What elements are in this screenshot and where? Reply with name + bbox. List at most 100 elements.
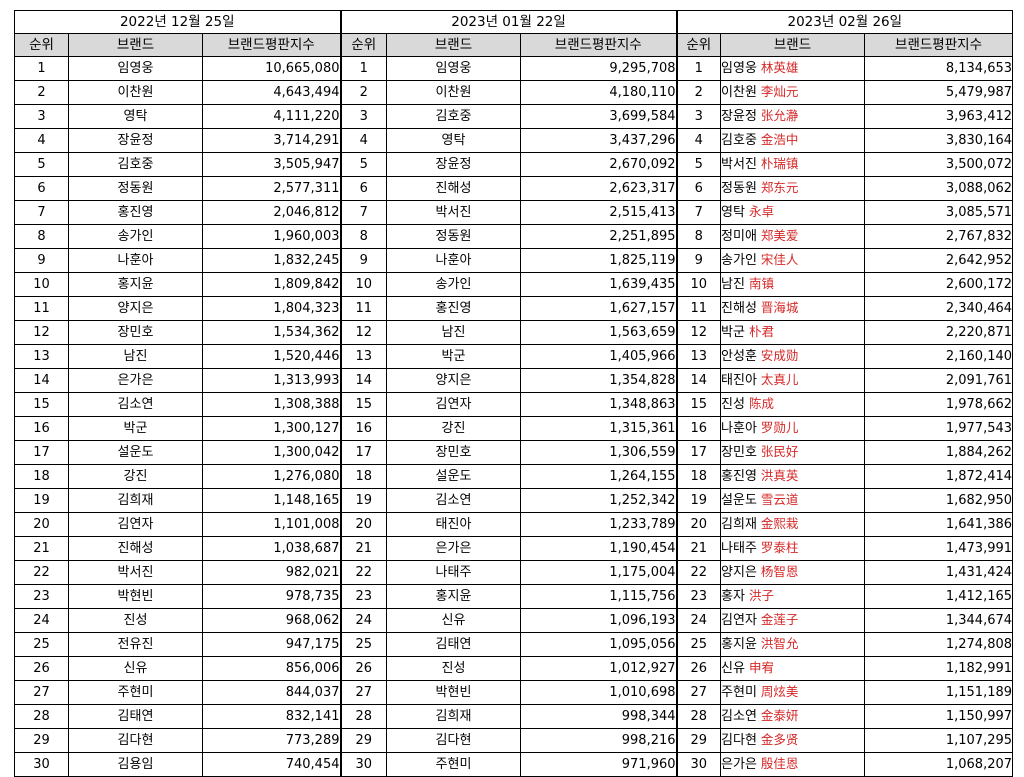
score-cell: 1,148,165 <box>202 488 341 513</box>
brand-chinese-name: 张民好 <box>760 444 799 459</box>
score-cell: 1,315,361 <box>519 416 678 441</box>
score-cell: 1,038,687 <box>202 536 341 561</box>
rank-cell: 11 <box>14 296 69 321</box>
rank-cell: 7 <box>675 200 722 225</box>
brand-cell: 나태주 <box>386 560 521 585</box>
score-cell: 1,182,991 <box>864 656 1014 681</box>
rank-cell: 24 <box>14 608 69 633</box>
brand-name: 은가은 <box>721 757 757 772</box>
score-cell: 1,978,662 <box>864 392 1014 417</box>
brand-cell: 양지은 <box>68 296 203 321</box>
score-cell: 1,872,414 <box>864 464 1014 489</box>
brand-chinese-name: 林英雄 <box>760 60 799 75</box>
brand-cell: 영탁 永卓 <box>720 200 866 225</box>
score-cell: 2,767,832 <box>864 224 1014 249</box>
rank-cell: 28 <box>14 704 69 729</box>
score-cell: 2,091,761 <box>864 368 1014 393</box>
brand-name: 주현미 <box>721 685 757 700</box>
brand-name: 송가인 <box>721 253 757 268</box>
brand-name: 홍진영 <box>721 469 757 484</box>
rank-cell: 25 <box>675 632 722 657</box>
rank-cell: 5 <box>14 152 69 177</box>
rank-cell: 30 <box>675 752 722 777</box>
rank-cell: 15 <box>339 392 387 417</box>
rank-cell: 2 <box>339 80 387 105</box>
brand-chinese-name: 雪云道 <box>760 492 799 507</box>
brand-name: 김호중 <box>721 133 757 148</box>
table-row: 5 김호중 3,505,947 5 장윤정 2,670,092 5 박서진 朴瑞镇 3,500,0… <box>14 152 1014 177</box>
table-row: 21 진해성 1,038,687 21 은가은 1,190,454 21 나태주 罗泰柱 1,47… <box>14 536 1014 561</box>
brand-cell: 홍자 洪子 <box>720 584 866 609</box>
score-cell: 998,344 <box>519 704 678 729</box>
date-row: 2022년 12월 25일 2023년 01월 22일 2023년 02월 26… <box>14 10 1014 34</box>
table-row: 27 주현미 844,037 27 박현빈 1,010,698 27 주현미 周炫美 1,151,… <box>14 680 1014 705</box>
brand-name: 김다현 <box>721 733 757 748</box>
score-cell: 3,505,947 <box>202 152 341 177</box>
score-cell: 4,180,110 <box>519 80 678 105</box>
rank-cell: 27 <box>675 680 722 705</box>
brand-cell: 주현미 <box>386 752 521 777</box>
score-cell: 2,160,140 <box>864 344 1014 369</box>
score-cell: 1,682,950 <box>864 488 1014 513</box>
score-cell: 1,639,435 <box>519 272 678 297</box>
score-cell: 1,151,189 <box>864 680 1014 705</box>
table-row: 26 신유 856,006 26 진성 1,012,927 26 신유 申宥 1,182,991 <box>14 656 1014 681</box>
score-cell: 844,037 <box>202 680 341 705</box>
brand-chinese-name: 郑东元 <box>760 180 799 195</box>
score-header: 브랜드평판지수 <box>864 33 1014 57</box>
rank-cell: 15 <box>14 392 69 417</box>
brand-cell: 김소연 <box>68 392 203 417</box>
brand-cell: 정미애 郑美爱 <box>720 224 866 249</box>
brand-cell: 신유 <box>68 656 203 681</box>
date-header-1: 2022년 12월 25일 <box>14 10 341 34</box>
score-cell: 1,233,789 <box>519 512 678 537</box>
rank-cell: 12 <box>14 320 69 345</box>
rank-cell: 22 <box>14 560 69 585</box>
table-row: 28 김태연 832,141 28 김희재 998,344 28 김소연 金泰妍 1,150,99… <box>14 704 1014 729</box>
brand-name: 태진아 <box>721 373 757 388</box>
score-cell: 832,141 <box>202 704 341 729</box>
score-header: 브랜드평판지수 <box>519 33 678 57</box>
brand-cell: 설운도 <box>386 464 521 489</box>
rank-cell: 11 <box>339 296 387 321</box>
score-cell: 3,699,584 <box>519 104 678 129</box>
brand-cell: 홍지윤 <box>386 584 521 609</box>
rank-cell: 14 <box>339 368 387 393</box>
table-row: 11 양지은 1,804,323 11 홍진영 1,627,157 11 진해성 晋海城 2,34… <box>14 296 1014 321</box>
rank-cell: 15 <box>675 392 722 417</box>
score-cell: 2,642,952 <box>864 248 1014 273</box>
rank-cell: 22 <box>339 560 387 585</box>
score-cell: 3,437,296 <box>519 128 678 153</box>
brand-chinese-name: 杨智恩 <box>760 564 799 579</box>
rank-cell: 28 <box>675 704 722 729</box>
table-row: 23 박현빈 978,735 23 홍지윤 1,115,756 23 홍자 洪子 1,412,16… <box>14 584 1014 609</box>
ranking-sheet: 2022년 12월 25일 2023년 01월 22일 2023년 02월 26… <box>14 10 1014 777</box>
score-cell: 947,175 <box>202 632 341 657</box>
brand-cell: 홍지윤 <box>68 272 203 297</box>
brand-chinese-name: 金多贤 <box>760 732 799 747</box>
brand-cell: 임영웅 <box>68 56 203 81</box>
score-cell: 1,534,362 <box>202 320 341 345</box>
brand-name: 신유 <box>721 661 745 676</box>
table-row: 17 설운도 1,300,042 17 장민호 1,306,559 17 장민호 张民好 1,88… <box>14 440 1014 465</box>
brand-cell: 이찬원 <box>386 80 521 105</box>
rank-cell: 19 <box>339 488 387 513</box>
table-row: 8 송가인 1,960,003 8 정동원 2,251,895 8 정미애 郑美爱 2,767,8… <box>14 224 1014 249</box>
score-cell: 4,111,220 <box>202 104 341 129</box>
score-cell: 1,832,245 <box>202 248 341 273</box>
brand-cell: 정동원 <box>68 176 203 201</box>
score-cell: 1,115,756 <box>519 584 678 609</box>
rank-cell: 9 <box>14 248 69 273</box>
rank-cell: 20 <box>675 512 722 537</box>
brand-chinese-name: 郑美爱 <box>760 228 799 243</box>
table-row: 14 은가은 1,313,993 14 양지은 1,354,828 14 태진아 太真儿 2,09… <box>14 368 1014 393</box>
rank-cell: 19 <box>14 488 69 513</box>
table-row: 7 홍진영 2,046,812 7 박서진 2,515,413 7 영탁 永卓 3,085,571 <box>14 200 1014 225</box>
brand-header: 브랜드 <box>386 33 521 57</box>
brand-name: 진해성 <box>721 301 757 316</box>
rank-cell: 13 <box>14 344 69 369</box>
rank-cell: 8 <box>14 224 69 249</box>
brand-name: 안성훈 <box>721 349 757 364</box>
score-cell: 1,520,446 <box>202 344 341 369</box>
table-row: 1 임영웅 10,665,080 1 임영웅 9,295,708 1 임영웅 林英雄 8,134,… <box>14 56 1014 81</box>
